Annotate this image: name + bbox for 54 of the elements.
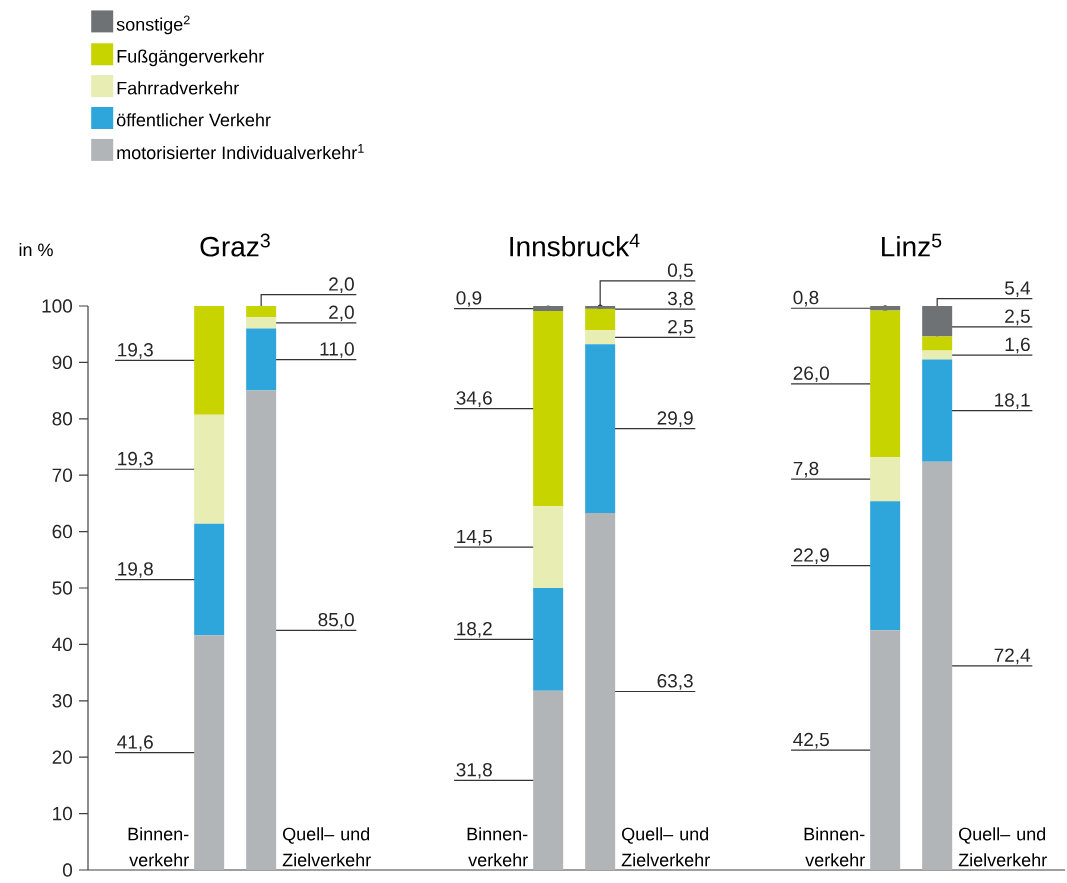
- data-label: 85,0: [318, 612, 354, 629]
- x-tick-label: Quell– und Zielverkehr: [621, 827, 710, 867]
- data-label: 26,0: [793, 366, 829, 383]
- data-label: 19,8: [118, 562, 153, 578]
- legend-label: Fußgängerverkehr: [117, 49, 264, 67]
- data-label: 7,8: [793, 461, 819, 478]
- data-label: 18,2: [457, 621, 492, 638]
- data-label: 22,9: [793, 548, 829, 565]
- chart-title: Graz$^{3}$: [200, 233, 270, 257]
- y-tick-label: 90: [52, 355, 73, 370]
- y-tick-label: 70: [52, 468, 73, 482]
- y-tick-label: 20: [52, 750, 73, 764]
- legend-label: motorisierter Individualverkehr$^{1}$: [117, 144, 364, 160]
- data-label: 31,8: [456, 762, 492, 779]
- data-label: 0,9: [456, 291, 482, 307]
- legend-label: Fahrradverkehr: [117, 81, 239, 95]
- y-tick-label: 50: [52, 581, 73, 595]
- chart-title: Innsbruck$^{4}$: [510, 233, 640, 257]
- data-label: 5,4: [1004, 281, 1031, 297]
- data-label: 2,0: [329, 305, 354, 322]
- data-label: 0,5: [667, 263, 693, 280]
- data-label: 1,6: [1005, 337, 1030, 354]
- x-tick-label: Binnen- verkehr: [467, 827, 528, 867]
- data-label: 63,3: [657, 674, 693, 690]
- data-label: 0,8: [793, 290, 819, 307]
- x-tick-label: Quell– und Zielverkehr: [958, 827, 1047, 867]
- data-label: 41,6: [117, 735, 153, 751]
- y-tick-label: 10: [53, 806, 73, 821]
- data-label: 29,9: [657, 411, 693, 427]
- data-label: 34,6: [456, 391, 492, 407]
- y-tick-label: 0: [62, 863, 73, 877]
- data-label: 18,1: [995, 393, 1030, 409]
- data-label: 14,5: [457, 529, 492, 546]
- data-label: 2,0: [329, 277, 354, 294]
- data-label: 72,4: [994, 648, 1031, 665]
- data-label: 19,3: [118, 343, 153, 359]
- legend-label: öffentlicher Verkehr: [116, 113, 271, 127]
- x-tick-label: Binnen- verkehr: [128, 827, 189, 867]
- data-label: 3,8: [667, 291, 693, 308]
- x-tick-label: Quell– und Zielverkehr: [282, 827, 371, 867]
- data-label: 11,0: [320, 342, 354, 358]
- data-label: 42,5: [793, 732, 829, 749]
- y-tick-label: 60: [52, 524, 73, 539]
- y-tick-label: 100: [42, 299, 73, 313]
- chart-title: Linz$^{5}$: [882, 233, 942, 257]
- y-tick-label: 40: [52, 637, 73, 652]
- x-tick-label: Binnen- verkehr: [804, 827, 865, 867]
- data-label: 2,5: [668, 319, 693, 336]
- legend-label: sonstige$^{2}$: [116, 15, 190, 35]
- data-label: 2,5: [1005, 309, 1030, 326]
- y-tick-label: 30: [52, 694, 73, 708]
- y-axis-title: in %: [19, 243, 53, 257]
- y-tick-label: 80: [52, 412, 73, 426]
- data-label: 19,3: [118, 451, 153, 468]
